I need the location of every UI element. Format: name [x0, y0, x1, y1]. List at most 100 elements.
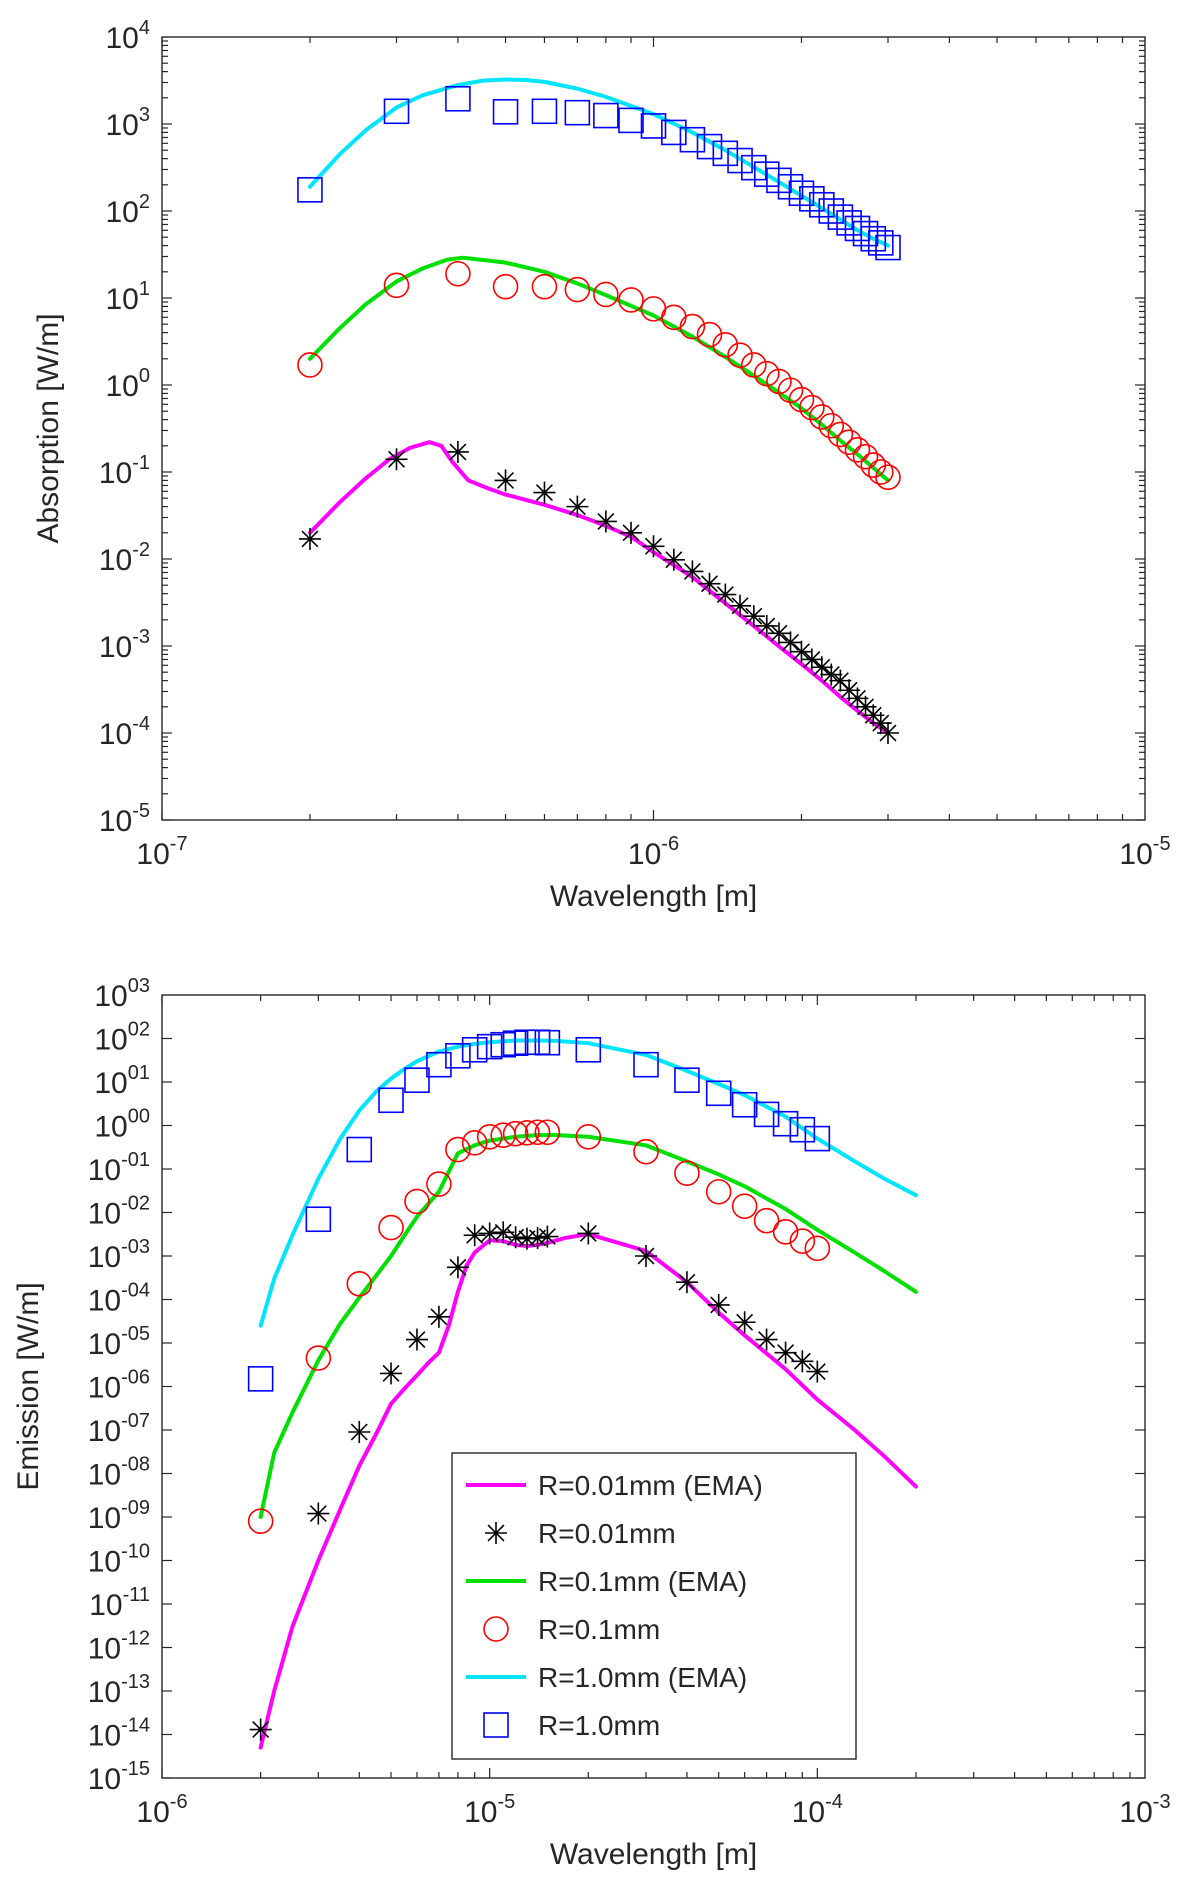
emission-y-tick-label-base: 10 — [88, 1502, 121, 1535]
emission-y-tick-label-base: 10 — [88, 1633, 121, 1666]
data-point — [867, 230, 894, 256]
emission-y-tick-label-base: 10 — [88, 1372, 121, 1405]
emission-y-tick-label-base: 10 — [94, 1111, 127, 1144]
data-point — [531, 98, 558, 125]
data-point — [806, 1360, 829, 1383]
data-point — [753, 360, 780, 387]
legend-marker-swatch — [485, 1522, 507, 1544]
emission-y-tick-label-exponent: -02 — [121, 1193, 150, 1215]
data-point — [426, 1051, 452, 1078]
data-point — [755, 1328, 778, 1351]
data-point — [383, 272, 410, 299]
data-point — [476, 1123, 503, 1150]
data-point — [860, 225, 887, 252]
data-point — [844, 436, 871, 463]
data-point — [593, 281, 619, 308]
data-point — [534, 1119, 561, 1146]
absorption-y-tick-label-base: 10 — [99, 718, 132, 751]
data-point — [731, 1193, 758, 1219]
absorption-y-tick-label-exponent: -2 — [132, 539, 150, 561]
data-point — [577, 1222, 600, 1245]
emission-y-tick-label: 10-10 — [88, 1541, 150, 1579]
emission-y-tick-label: 10-07 — [88, 1410, 150, 1448]
absorption-y-tick-label: 102 — [106, 191, 151, 229]
data-point — [594, 510, 617, 533]
data-point — [445, 260, 471, 287]
data-point — [852, 220, 879, 247]
emission-y-tick-label-exponent: -08 — [121, 1454, 150, 1476]
emission-y-tick-label-base: 10 — [88, 1459, 121, 1492]
data-point — [461, 1036, 488, 1063]
data-point — [346, 1136, 373, 1163]
absorption-y-tick-label: 100 — [106, 365, 151, 403]
data-point — [531, 273, 558, 300]
legend-label: R=0.1mm (EMA) — [538, 1566, 747, 1597]
absorption-y-tick-label-base: 10 — [99, 544, 132, 577]
absorption-chart: 10-7 10-6 10-510410310210110010-110-210-31… — [32, 17, 1171, 913]
absorption-x-tick-label-exponent: -7 — [170, 833, 188, 855]
data-point — [753, 1101, 780, 1128]
data-point — [383, 98, 410, 125]
data-point — [804, 1125, 831, 1152]
data-point — [675, 1271, 698, 1294]
absorption-y-tick-label-base: 10 — [106, 196, 139, 229]
emission-x-tick-label-exponent: -3 — [1153, 1791, 1171, 1813]
data-point — [681, 560, 704, 583]
absorption-x-tick-label-base: 10 — [628, 838, 661, 871]
data-point — [774, 1341, 797, 1364]
absorption-y-tick-label: 101 — [106, 278, 151, 316]
data-point — [696, 321, 723, 348]
data-point — [640, 113, 667, 139]
legend-label: R=0.01mm — [538, 1518, 676, 1549]
emission-y-tick-label: 10-13 — [88, 1671, 150, 1709]
data-point — [618, 107, 644, 134]
emission-x-tick-label: 10-6 — [136, 1791, 187, 1829]
data-point — [755, 614, 778, 637]
absorption-series-r-0-01mm — [298, 440, 900, 744]
legend-item: R=0.1mm (EMA) — [466, 1566, 747, 1597]
data-point — [404, 1067, 430, 1093]
data-point — [633, 1138, 659, 1165]
absorption-y-tick-label: 104 — [106, 17, 151, 55]
emission-y-tick-label-base: 10 — [88, 1546, 121, 1579]
emission-legend: R=0.01mm (EMA) R=0.01mm R=0.1mm (EMA) R=0.1… — [451, 1452, 857, 1760]
absorption-x-axis-title: Wavelength [m] — [550, 880, 757, 913]
data-point — [753, 1207, 780, 1234]
emission-y-tick-label-exponent: 01 — [128, 1062, 150, 1084]
data-point — [642, 535, 665, 558]
absorption-y-tick-label: 103 — [106, 104, 151, 142]
emission-y-tick-label: 1000 — [94, 1106, 150, 1144]
data-point — [463, 1224, 486, 1247]
emission-y-tick-label: 10-08 — [88, 1454, 150, 1492]
data-point — [779, 631, 802, 654]
series-line — [258, 1038, 918, 1328]
emission-y-tick-label: 1001 — [94, 1062, 150, 1100]
absorption-y-tick-label-exponent: 3 — [139, 104, 150, 126]
data-point — [380, 1362, 403, 1385]
data-point — [714, 583, 737, 606]
emission-y-tick-label: 10-02 — [88, 1193, 150, 1231]
absorption-plot-area — [161, 36, 1146, 821]
emission-y-tick-label-base: 10 — [88, 1154, 121, 1187]
emission-x-tick-label-exponent: -4 — [825, 1791, 843, 1813]
data-point — [385, 448, 408, 471]
emission-y-tick-label-base: 10 — [94, 1067, 127, 1100]
data-point — [514, 1119, 540, 1146]
absorption-x-tick-label-exponent: -6 — [661, 833, 679, 855]
data-point — [696, 133, 723, 160]
data-point — [836, 210, 862, 236]
data-point — [674, 1160, 700, 1187]
absorption-y-tick-label-exponent: 0 — [139, 365, 150, 387]
emission-y-tick-label-exponent: -01 — [121, 1149, 150, 1171]
absorption-y-tick-label-exponent: -3 — [132, 626, 150, 648]
data-point — [662, 548, 685, 571]
absorption-y-tick-label-exponent: 1 — [139, 278, 150, 300]
data-point — [378, 1214, 404, 1241]
emission-y-tick-label: 10-06 — [88, 1367, 150, 1405]
emission-y-tick-label-exponent: -05 — [121, 1323, 150, 1345]
data-point — [712, 140, 739, 167]
data-point — [772, 1219, 799, 1245]
emission-x-tick-label-exponent: -6 — [170, 1791, 188, 1813]
emission-x-tick-label: 10-3 — [1119, 1791, 1170, 1829]
